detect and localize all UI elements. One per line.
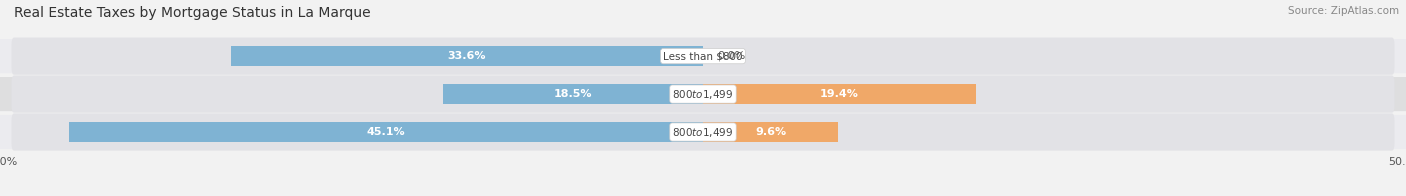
- Text: Real Estate Taxes by Mortgage Status in La Marque: Real Estate Taxes by Mortgage Status in …: [14, 6, 371, 20]
- Bar: [703, 84, 976, 104]
- Bar: [443, 84, 703, 104]
- Text: 19.4%: 19.4%: [820, 89, 859, 99]
- Text: $800 to $1,499: $800 to $1,499: [672, 125, 734, 139]
- FancyBboxPatch shape: [0, 39, 1406, 73]
- FancyBboxPatch shape: [0, 77, 1406, 111]
- Text: 33.6%: 33.6%: [447, 51, 486, 61]
- Text: $800 to $1,499: $800 to $1,499: [672, 88, 734, 101]
- Bar: [703, 122, 838, 142]
- Bar: [69, 122, 703, 142]
- Text: Source: ZipAtlas.com: Source: ZipAtlas.com: [1288, 6, 1399, 16]
- Text: 45.1%: 45.1%: [367, 127, 405, 137]
- Text: 18.5%: 18.5%: [554, 89, 592, 99]
- FancyBboxPatch shape: [0, 115, 1406, 149]
- FancyBboxPatch shape: [11, 113, 1395, 151]
- FancyBboxPatch shape: [11, 38, 1395, 75]
- Text: 0.0%: 0.0%: [717, 51, 745, 61]
- Bar: [231, 46, 703, 66]
- Text: Less than $800: Less than $800: [664, 51, 742, 61]
- FancyBboxPatch shape: [11, 75, 1395, 113]
- Text: 9.6%: 9.6%: [755, 127, 786, 137]
